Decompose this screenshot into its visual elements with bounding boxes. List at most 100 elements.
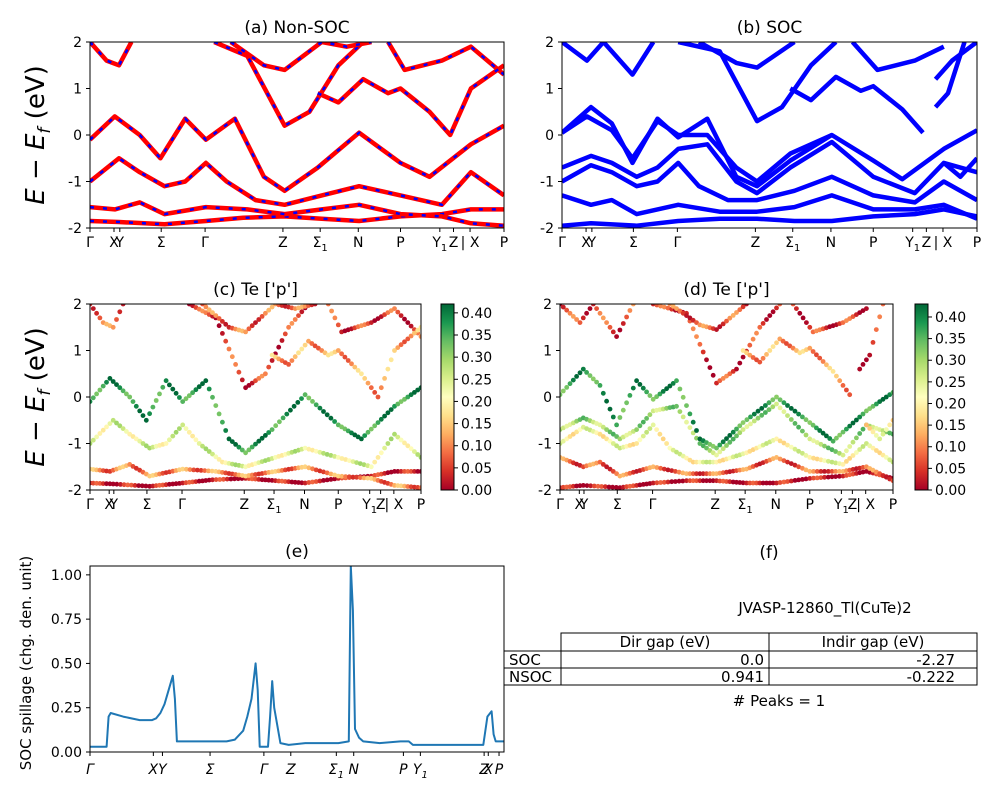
band-point-c xyxy=(345,358,351,363)
band-point-d xyxy=(667,383,673,389)
band-point-d xyxy=(788,444,794,450)
band-point-d xyxy=(604,436,609,442)
band-point-d xyxy=(684,313,689,318)
band-point-d xyxy=(825,469,831,474)
panel-title-c: (c) Te ['p'] xyxy=(213,280,298,300)
band-point-c xyxy=(210,394,215,400)
band-point-d xyxy=(854,435,859,441)
band-point-c xyxy=(196,384,202,390)
band-point-d xyxy=(654,427,659,432)
band-point-d xyxy=(740,348,746,353)
band-point-c xyxy=(354,460,359,465)
band-point-d xyxy=(588,483,593,489)
band-point-d xyxy=(847,392,853,398)
band-point-d xyxy=(807,345,813,351)
band-point-d xyxy=(676,469,682,475)
band-point-c xyxy=(302,464,308,470)
band-point-d xyxy=(757,480,763,486)
band-point-d xyxy=(792,408,798,414)
x-tick-label-a: X xyxy=(109,235,119,251)
band-point-c xyxy=(408,323,414,329)
band-point-d xyxy=(674,306,679,311)
band-point-d xyxy=(814,425,819,431)
colorbar-tick-label-c: 0.05 xyxy=(461,461,492,477)
band-point-d xyxy=(720,321,726,327)
band-point-c xyxy=(104,481,109,487)
band-point-c xyxy=(97,387,103,393)
band-point-c xyxy=(395,469,401,474)
band-dash-a xyxy=(387,42,504,76)
band-point-c xyxy=(339,473,345,479)
table-cell: 0.0 xyxy=(740,651,764,669)
band-point-c xyxy=(90,306,96,311)
band-point-c xyxy=(388,407,394,412)
band-point-c xyxy=(137,408,143,414)
band-point-d xyxy=(600,434,606,439)
band-point-c xyxy=(213,403,219,408)
table-caption: JVASP-12860_Tl(CuTe)2 xyxy=(737,599,911,618)
band-point-c xyxy=(317,478,323,484)
band-point-d xyxy=(570,314,576,319)
x-tick-label-a: Z xyxy=(278,235,288,251)
band-point-c xyxy=(280,415,286,421)
band-point-d xyxy=(630,304,636,307)
band-point-d xyxy=(658,465,663,471)
band-point-d xyxy=(811,438,816,444)
band-point-c xyxy=(213,477,219,482)
band-point-d xyxy=(763,403,768,408)
band-point-d xyxy=(807,469,813,474)
band-point-c xyxy=(249,444,255,450)
band-point-c xyxy=(310,479,315,485)
x-tick-label-d-main: Z xyxy=(710,497,720,513)
band-point-c xyxy=(263,433,268,438)
x-tick-label-e: Y1 xyxy=(413,762,428,781)
band-point-d xyxy=(757,324,763,330)
band-point-d xyxy=(694,334,699,339)
band-point-d xyxy=(567,310,573,316)
band-point-d xyxy=(697,471,703,477)
y-tick-label-d: 0 xyxy=(543,390,552,406)
x-tick-label-e: Γ xyxy=(260,762,269,778)
band-point-c xyxy=(120,388,126,394)
band-point-c xyxy=(332,315,338,321)
band-point-c xyxy=(392,348,397,353)
band-point-c xyxy=(342,354,348,360)
x-tick-label-b: Γ xyxy=(673,235,681,251)
band-point-c xyxy=(310,466,315,472)
band-point-c xyxy=(90,437,96,443)
table-cell: -0.222 xyxy=(907,668,955,686)
x-tick-label-a: Y1 xyxy=(431,235,447,254)
band-point-c xyxy=(402,339,407,345)
band-point-d xyxy=(574,374,579,379)
band-point-d xyxy=(694,428,699,433)
x-tick-label-a: Z xyxy=(449,235,459,251)
band-point-d xyxy=(814,440,820,445)
band-point-d xyxy=(877,436,883,442)
band-point-c xyxy=(239,377,245,383)
band-point-c xyxy=(266,477,272,483)
band-point-c xyxy=(418,469,421,474)
x-tick-label-d-main: Y xyxy=(579,497,589,513)
band-point-d xyxy=(637,423,643,429)
band-point-c xyxy=(354,474,359,480)
band-point-d xyxy=(614,434,619,439)
band-point-d xyxy=(687,411,693,417)
band-point-c xyxy=(332,476,337,482)
band-line-b xyxy=(562,139,977,196)
band-point-d xyxy=(811,475,816,481)
band-point-c xyxy=(385,410,391,416)
band-point-d xyxy=(624,400,629,406)
band-point-d xyxy=(837,378,843,384)
band-point-c xyxy=(328,415,334,421)
band-point-c xyxy=(235,476,241,482)
band-point-c xyxy=(213,313,219,318)
band-point-c xyxy=(228,476,234,482)
band-point-d xyxy=(650,304,656,307)
band-point-c xyxy=(335,322,341,328)
band-point-d xyxy=(822,474,827,480)
band-point-d xyxy=(811,469,816,474)
band-point-c xyxy=(313,448,319,454)
band-point-d xyxy=(890,417,893,423)
x-tick-label-c-sub: 1 xyxy=(275,505,281,516)
band-point-d xyxy=(792,446,798,452)
